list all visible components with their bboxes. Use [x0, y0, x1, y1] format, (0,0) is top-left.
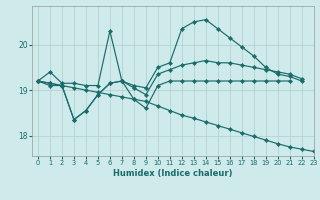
- X-axis label: Humidex (Indice chaleur): Humidex (Indice chaleur): [113, 169, 233, 178]
